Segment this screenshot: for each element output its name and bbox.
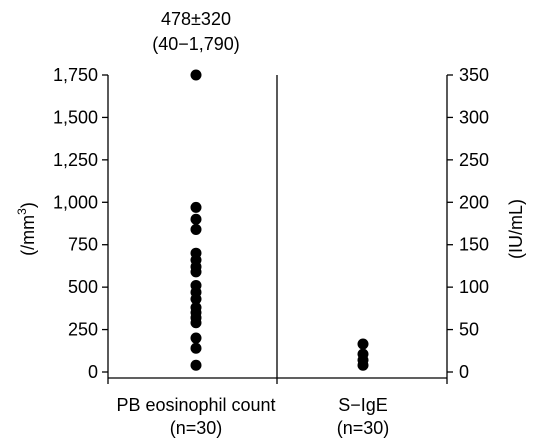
right-tick-label: 100 <box>459 277 489 297</box>
right-tick-label: 200 <box>459 192 489 212</box>
category-label-pb-eosinophil: PB eosinophil count <box>116 395 275 415</box>
left-axis-title: (/mm3) <box>15 202 38 256</box>
right-axis-title: (IU/mL) <box>506 199 526 259</box>
left-tick-label: 250 <box>68 320 98 340</box>
stat-annotation-range: (40−1,790) <box>152 34 240 54</box>
data-point <box>357 338 369 350</box>
data-point <box>190 266 202 278</box>
right-tick-label: 0 <box>459 362 469 382</box>
category-count-pb-eosinophil: (n=30) <box>170 418 223 438</box>
left-tick-label: 750 <box>68 235 98 255</box>
right-tick-label: 150 <box>459 235 489 255</box>
right-axis-ticks: 0 50 100 150 200 250 300 350 <box>447 65 489 382</box>
left-tick-label: 500 <box>68 277 98 297</box>
data-point <box>190 293 202 305</box>
left-axis-ticks: 0 250 500 750 1,000 1,250 1,500 1,750 <box>53 65 108 382</box>
left-tick-label: 1,500 <box>53 107 98 127</box>
right-tick-label: 50 <box>459 320 479 340</box>
left-tick-label: 1,000 <box>53 192 98 212</box>
category-count-s-ige: (n=30) <box>337 418 390 438</box>
data-points <box>190 69 369 371</box>
category-label-s-ige: S−IgE <box>338 395 388 415</box>
data-point <box>357 359 369 371</box>
right-tick-label: 300 <box>459 107 489 127</box>
left-tick-label: 0 <box>88 362 98 382</box>
left-tick-label: 1,250 <box>53 150 98 170</box>
stat-annotation-mean: 478±320 <box>161 9 231 29</box>
data-point <box>190 201 202 213</box>
data-point <box>190 223 202 235</box>
right-tick-label: 350 <box>459 65 489 85</box>
data-point <box>190 342 202 354</box>
left-tick-label: 1,750 <box>53 65 98 85</box>
right-tick-label: 250 <box>459 150 489 170</box>
data-point <box>190 69 202 81</box>
data-point <box>190 213 202 225</box>
data-point <box>190 359 202 371</box>
data-point <box>190 332 202 344</box>
data-point <box>190 317 202 329</box>
